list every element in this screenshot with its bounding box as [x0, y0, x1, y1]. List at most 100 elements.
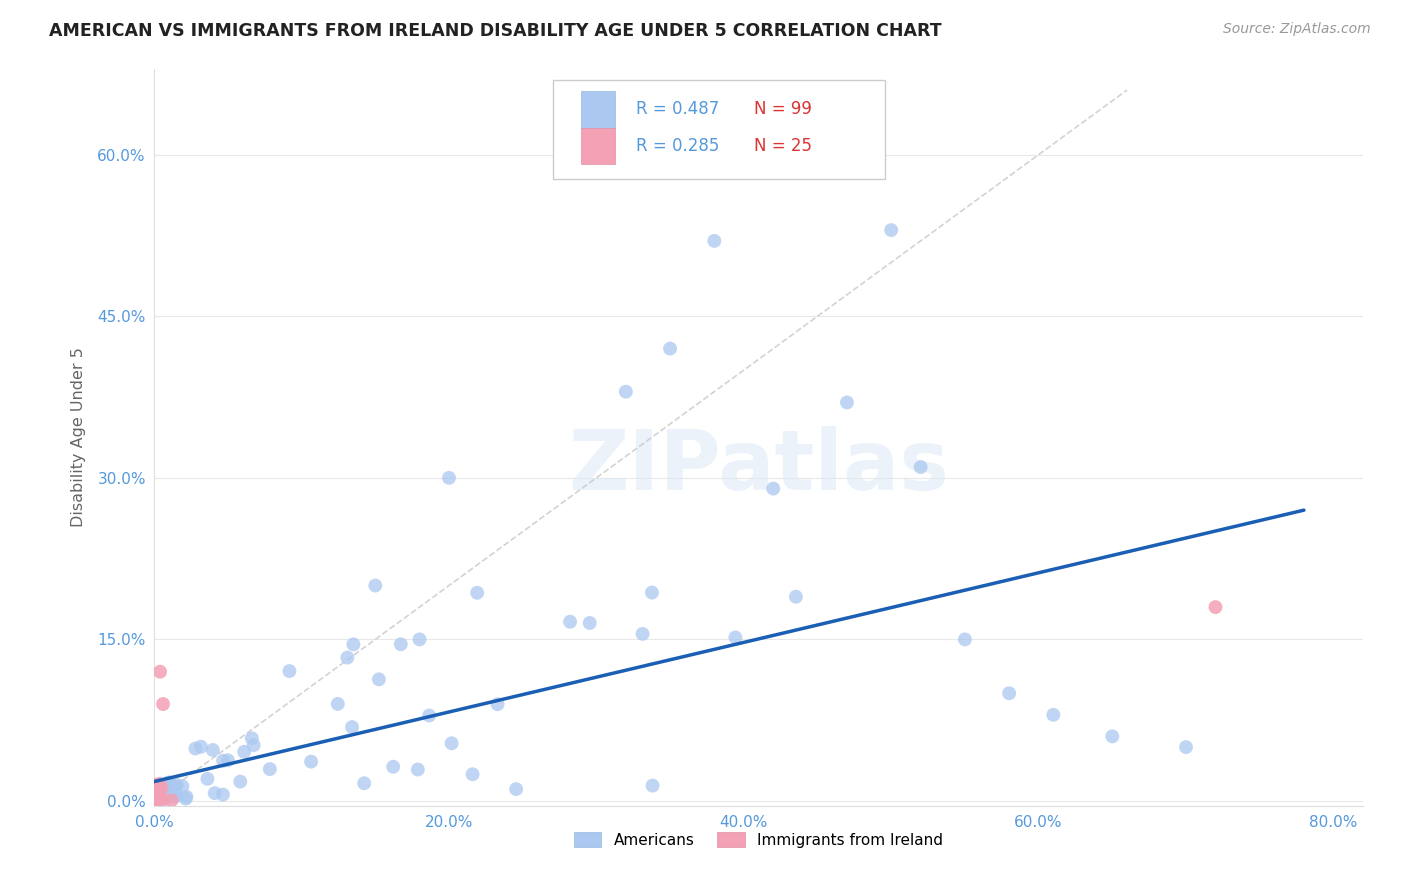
Point [160, 793, 183, 807]
Point [145, 794, 167, 808]
Text: N = 25: N = 25 [754, 137, 811, 155]
Point [152, 791, 174, 805]
Point [299, 755, 322, 769]
Point [152, 781, 174, 796]
Point [342, 637, 364, 651]
Point [233, 745, 256, 759]
Point [326, 697, 349, 711]
Point [159, 782, 181, 797]
Point [197, 772, 219, 786]
Point [143, 792, 166, 806]
Point [242, 738, 264, 752]
Point [153, 792, 176, 806]
Point [353, 776, 375, 790]
Point [201, 743, 224, 757]
Point [145, 783, 167, 797]
Point [145, 781, 167, 796]
Point [641, 779, 664, 793]
Point [418, 708, 440, 723]
Point [998, 686, 1021, 700]
Point [150, 784, 173, 798]
Point [149, 785, 172, 799]
Point [157, 775, 180, 789]
Point [150, 788, 173, 802]
FancyBboxPatch shape [553, 79, 886, 179]
Point [437, 471, 460, 485]
Point [145, 778, 167, 792]
Point [143, 791, 166, 805]
Point [578, 615, 600, 630]
Point [408, 632, 430, 647]
Point [159, 786, 181, 800]
Point [1042, 707, 1064, 722]
Point [406, 763, 429, 777]
Point [785, 590, 807, 604]
Point [153, 791, 176, 805]
Point [631, 627, 654, 641]
Point [143, 788, 166, 802]
Point [172, 779, 194, 793]
Point [190, 739, 212, 754]
Point [176, 789, 198, 804]
Point [146, 793, 169, 807]
Text: AMERICAN VS IMMIGRANTS FROM IRELAND DISABILITY AGE UNDER 5 CORRELATION CHART: AMERICAN VS IMMIGRANTS FROM IRELAND DISA… [49, 22, 942, 40]
Point [217, 753, 239, 767]
Text: R = 0.285: R = 0.285 [637, 137, 720, 155]
Point [174, 791, 197, 805]
Point [152, 790, 174, 805]
Point [149, 665, 172, 679]
Point [703, 234, 725, 248]
Point [440, 736, 463, 750]
Point [229, 774, 252, 789]
Text: Source: ZipAtlas.com: Source: ZipAtlas.com [1223, 22, 1371, 37]
Point [367, 673, 389, 687]
Point [835, 395, 858, 409]
Point [145, 788, 167, 802]
Point [146, 784, 169, 798]
Point [146, 792, 169, 806]
Point [336, 650, 359, 665]
Point [145, 781, 167, 796]
Bar [581, 128, 614, 164]
Point [146, 784, 169, 798]
Point [149, 792, 172, 806]
Point [162, 789, 184, 804]
Point [165, 784, 187, 798]
Point [145, 789, 167, 803]
Point [149, 784, 172, 798]
Y-axis label: Disability Age Under 5: Disability Age Under 5 [72, 348, 86, 527]
Point [145, 790, 167, 805]
Point [166, 778, 188, 792]
Point [461, 767, 484, 781]
Point [212, 788, 235, 802]
Point [145, 790, 167, 805]
Point [240, 731, 263, 746]
Point [146, 788, 169, 802]
Point [159, 775, 181, 789]
Text: R = 0.487: R = 0.487 [637, 100, 720, 118]
Point [143, 780, 166, 794]
Point [145, 784, 167, 798]
Point [880, 223, 903, 237]
Point [659, 342, 682, 356]
Point [762, 482, 785, 496]
Point [1204, 600, 1226, 615]
Point [146, 778, 169, 792]
Point [146, 784, 169, 798]
Text: ZIPatlas: ZIPatlas [568, 426, 949, 508]
Point [146, 779, 169, 793]
Point [953, 632, 976, 647]
Point [558, 615, 581, 629]
Point [259, 762, 281, 776]
Point [143, 780, 166, 794]
Point [1175, 740, 1198, 755]
Point [149, 786, 172, 800]
Point [149, 788, 172, 802]
Point [340, 720, 363, 734]
Bar [581, 91, 614, 128]
Point [614, 384, 637, 399]
Point [382, 760, 405, 774]
Point [212, 754, 235, 768]
Point [143, 779, 166, 793]
Point [148, 789, 170, 803]
